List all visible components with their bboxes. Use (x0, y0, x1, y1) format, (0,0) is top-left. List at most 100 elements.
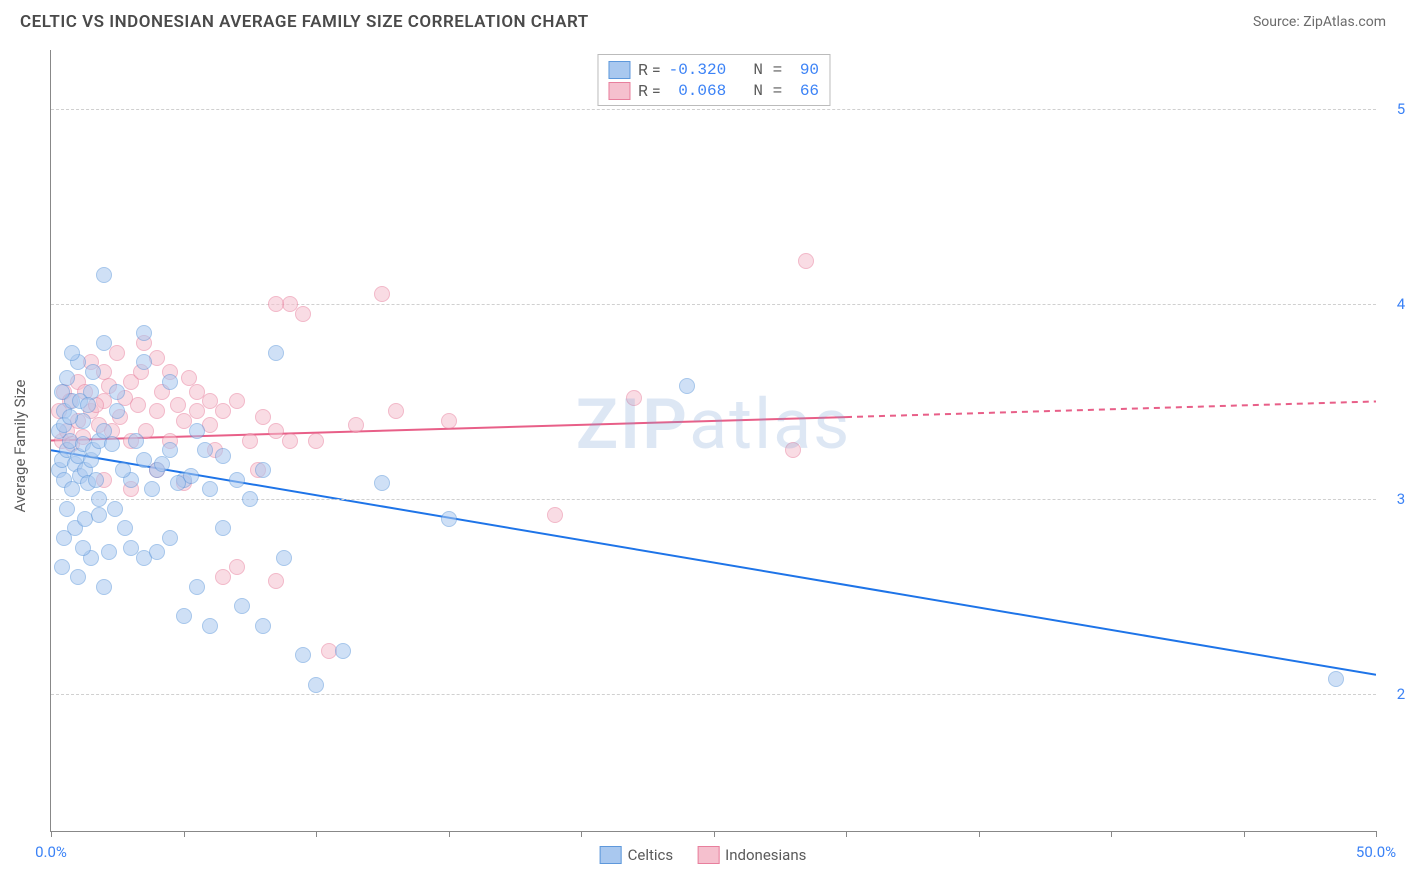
point-celtics (109, 384, 125, 400)
point-celtics (189, 579, 205, 595)
point-celtics (308, 677, 324, 693)
point-celtics (255, 462, 271, 478)
x-tick (184, 831, 185, 837)
x-tick (449, 831, 450, 837)
point-indonesians (308, 433, 324, 449)
x-tick (846, 831, 847, 837)
point-celtics (91, 507, 107, 523)
point-celtics (54, 559, 70, 575)
point-indonesians (626, 390, 642, 406)
legend-item: Celtics (600, 846, 674, 864)
point-indonesians (268, 296, 284, 312)
point-celtics (242, 491, 258, 507)
point-celtics (80, 397, 96, 413)
legend-label: Celtics (628, 846, 674, 864)
scatter-chart: R = -0.320 N = 90R = 0.068 N = 66 ZIPatl… (50, 50, 1376, 832)
point-celtics (107, 501, 123, 517)
point-indonesians (798, 253, 814, 269)
point-celtics (96, 335, 112, 351)
point-indonesians (149, 403, 165, 419)
x-tick-label: 0.0% (35, 843, 67, 861)
legend-swatch (697, 846, 719, 864)
y-tick-label: 3.00 (1381, 490, 1406, 508)
point-celtics (85, 364, 101, 380)
point-celtics (229, 472, 245, 488)
legend-item: Indonesians (697, 846, 806, 864)
point-celtics (268, 345, 284, 361)
point-celtics (189, 423, 205, 439)
point-celtics (276, 550, 292, 566)
point-indonesians (268, 573, 284, 589)
legend-swatch (608, 61, 630, 79)
point-celtics (679, 378, 695, 394)
point-indonesians (202, 393, 218, 409)
legend-label: Indonesians (725, 846, 806, 864)
point-celtics (255, 618, 271, 634)
source-label: Source: ZipAtlas.com (1253, 14, 1386, 30)
point-celtics (109, 403, 125, 419)
point-celtics (64, 481, 80, 497)
x-tick (979, 831, 980, 837)
point-indonesians (109, 345, 125, 361)
point-celtics (54, 384, 70, 400)
point-indonesians (295, 306, 311, 322)
point-celtics (162, 530, 178, 546)
x-tick (714, 831, 715, 837)
x-tick (581, 831, 582, 837)
point-celtics (59, 370, 75, 386)
point-indonesians (170, 397, 186, 413)
point-celtics (96, 579, 112, 595)
point-celtics (136, 354, 152, 370)
point-celtics (59, 501, 75, 517)
gridline (51, 109, 1376, 110)
point-celtics (335, 643, 351, 659)
point-celtics (197, 442, 213, 458)
point-celtics (123, 540, 139, 556)
watermark: ZIPatlas (576, 384, 852, 466)
gridline (51, 304, 1376, 305)
point-indonesians (181, 370, 197, 386)
gridline (51, 694, 1376, 695)
point-celtics (441, 511, 457, 527)
point-indonesians (242, 433, 258, 449)
point-celtics (154, 456, 170, 472)
point-indonesians (374, 286, 390, 302)
point-celtics (128, 433, 144, 449)
point-celtics (215, 520, 231, 536)
point-celtics (104, 436, 120, 452)
point-celtics (91, 491, 107, 507)
legend-stats: R = -0.320 N = 90R = 0.068 N = 66 (597, 54, 830, 106)
legend-series: Celtics Indonesians (600, 846, 807, 864)
point-celtics (176, 608, 192, 624)
legend-stats-row: R = -0.320 N = 90 (608, 59, 819, 80)
point-indonesians (255, 409, 271, 425)
point-celtics (374, 475, 390, 491)
point-celtics (70, 569, 86, 585)
x-tick (1111, 831, 1112, 837)
point-celtics (62, 409, 78, 425)
point-celtics (234, 598, 250, 614)
point-indonesians (388, 403, 404, 419)
x-tick (51, 831, 52, 837)
point-celtics (149, 544, 165, 560)
point-celtics (202, 618, 218, 634)
point-celtics (115, 462, 131, 478)
point-celtics (215, 448, 231, 464)
point-celtics (88, 472, 104, 488)
y-tick-label: 5.00 (1381, 100, 1406, 118)
point-celtics (183, 468, 199, 484)
point-celtics (96, 267, 112, 283)
point-indonesians (229, 559, 245, 575)
point-indonesians (441, 413, 457, 429)
point-indonesians (348, 417, 364, 433)
point-celtics (75, 540, 91, 556)
x-tick (316, 831, 317, 837)
point-celtics (202, 481, 218, 497)
y-axis-title: Average Family Size (11, 380, 29, 513)
chart-title: CELTIC VS INDONESIAN AVERAGE FAMILY SIZE… (20, 12, 589, 32)
x-tick (1376, 831, 1377, 837)
point-celtics (1328, 671, 1344, 687)
point-celtics (64, 345, 80, 361)
point-indonesians (785, 442, 801, 458)
point-indonesians (547, 507, 563, 523)
